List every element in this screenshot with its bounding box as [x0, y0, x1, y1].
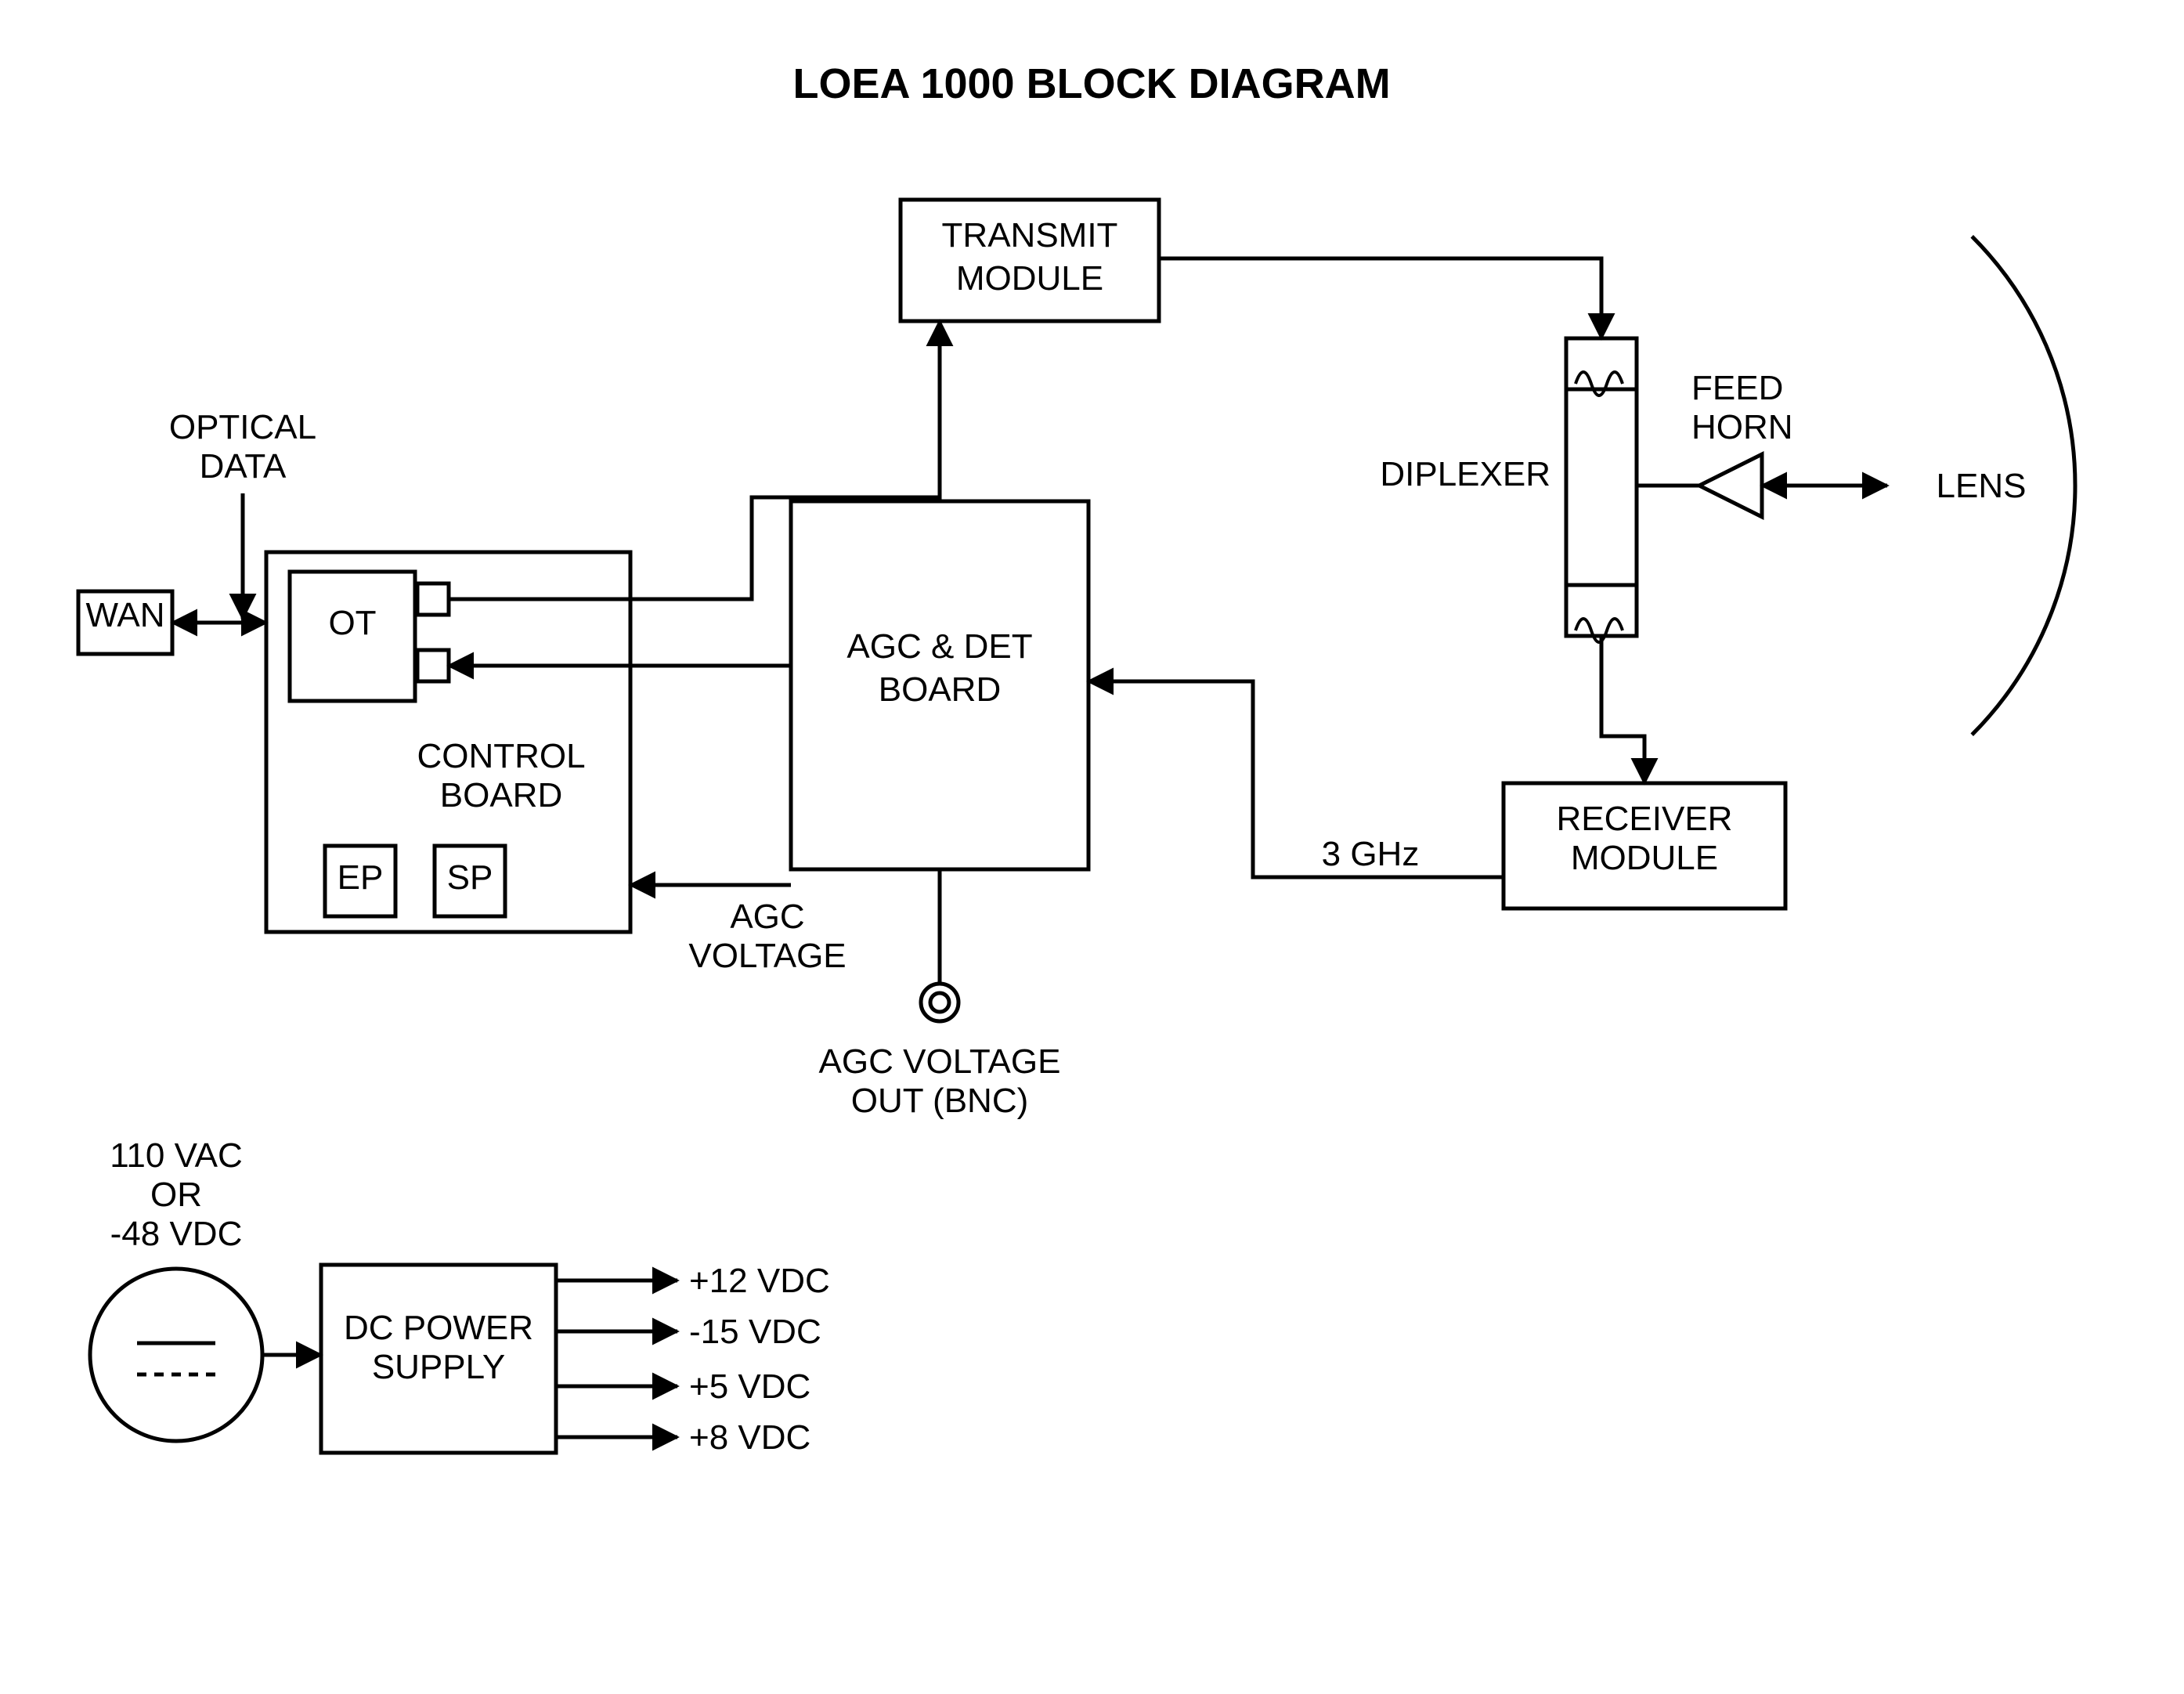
label-sp: SP — [447, 858, 493, 897]
feed-horn-icon — [1699, 454, 1762, 517]
label-agc-det-2: BOARD — [879, 670, 1001, 709]
label-ot: OT — [328, 604, 376, 642]
label-ep: EP — [338, 858, 384, 897]
label-dc-power-2: SUPPLY — [372, 1348, 505, 1386]
label-optical-data-2: DATA — [200, 447, 287, 486]
ot-port-bot — [417, 650, 449, 681]
label-power-in-1: 110 VAC — [110, 1136, 243, 1175]
label-agc-out-2: OUT (BNC) — [851, 1082, 1029, 1120]
label-diplexer: DIPLEXER — [1380, 455, 1550, 493]
label-v-out-5: +5 VDC — [689, 1367, 810, 1406]
power-source-circle — [90, 1269, 262, 1441]
block-diagram: LOEA 1000 BLOCK DIAGRAM OPTICALDATA WAN OT C… — [0, 0, 2184, 1694]
label-power-in-2: OR — [150, 1176, 202, 1214]
label-power-in-3: -48 VDC — [110, 1215, 243, 1253]
bnc-inner — [930, 993, 949, 1012]
label-receiver-2: MODULE — [1571, 839, 1718, 877]
label-agc-out-1: AGC VOLTAGE — [819, 1042, 1061, 1081]
label-transmit-1: TRANSMIT — [942, 216, 1118, 255]
label-v-out-n15: -15 VDC — [689, 1313, 821, 1351]
label-feed-horn-1: FEED — [1691, 369, 1783, 407]
label-optical-data-1: OPTICAL — [169, 408, 316, 446]
label-three-ghz: 3 GHz — [1322, 835, 1420, 873]
label-v-out-8: +8 VDC — [689, 1418, 810, 1457]
label-feed-horn-2: HORN — [1691, 408, 1793, 446]
label-lens: LENS — [1937, 467, 2027, 505]
label-agc-voltage-1: AGC — [730, 898, 804, 936]
label-control-board-1: CONTROL — [417, 737, 585, 775]
diagram-title: LOEA 1000 BLOCK DIAGRAM — [792, 60, 1390, 107]
transmit-to-diplexer — [1159, 258, 1601, 338]
label-dc-power-1: DC POWER — [344, 1309, 533, 1347]
ot-port-top — [417, 583, 449, 615]
label-control-board-2: BOARD — [440, 776, 562, 814]
label-transmit-2: MODULE — [956, 259, 1103, 298]
label-receiver-1: RECEIVER — [1557, 800, 1733, 838]
label-wan: WAN — [85, 596, 164, 634]
diplexer-to-receiver — [1601, 636, 1644, 783]
label-agc-det-1: AGC & DET — [847, 627, 1032, 666]
receiver-to-agc — [1088, 681, 1504, 877]
label-v-out-12: +12 VDC — [689, 1262, 830, 1300]
label-agc-voltage-2: VOLTAGE — [688, 937, 846, 975]
bnc-outer — [921, 984, 958, 1021]
